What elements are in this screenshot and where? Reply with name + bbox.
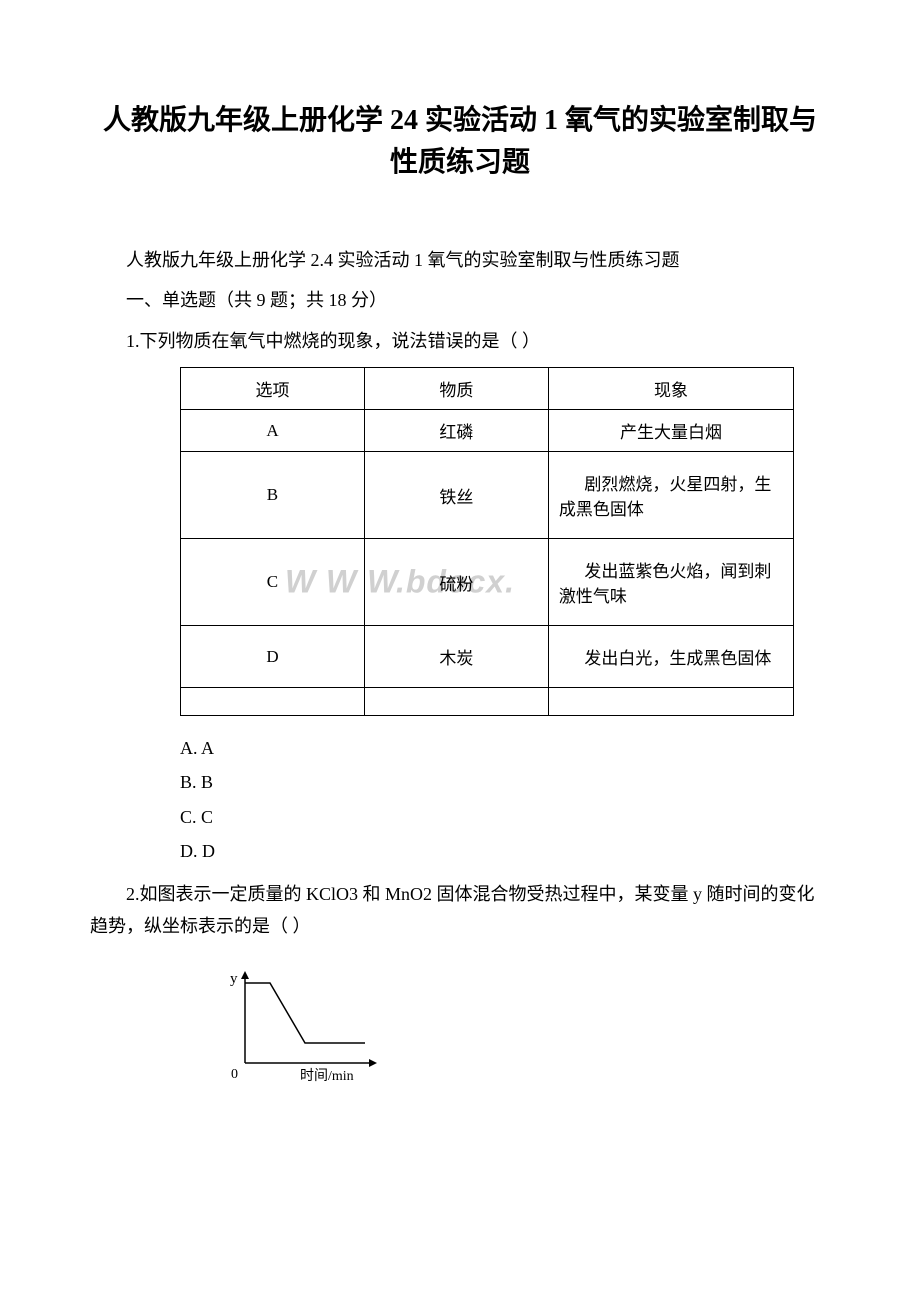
table-cell: 铁丝 bbox=[364, 452, 548, 539]
table-cell bbox=[181, 688, 365, 716]
svg-text:时间/min: 时间/min bbox=[300, 1068, 354, 1083]
q1-options: A. A B. B C. C D. D bbox=[180, 731, 830, 868]
table-cell: 产生大量白烟 bbox=[548, 410, 793, 452]
option-a: A. A bbox=[180, 731, 830, 765]
table-header-row: 选项 物质 现象 bbox=[181, 368, 794, 410]
line-chart: y 0 时间/min bbox=[215, 953, 390, 1083]
table-cell: D bbox=[181, 626, 365, 688]
table-header-option: 选项 bbox=[181, 368, 365, 410]
table-cell: C bbox=[181, 539, 365, 626]
table-empty-row bbox=[181, 688, 794, 716]
svg-text:0: 0 bbox=[231, 1067, 238, 1082]
table-cell: B bbox=[181, 452, 365, 539]
table-row: D 木炭 发出白光，生成黑色固体 bbox=[181, 626, 794, 688]
table-cell: A bbox=[181, 410, 365, 452]
q2-text: 2.如图表示一定质量的 KClO3 和 MnO2 固体混合物受热过程中，某变量 … bbox=[90, 878, 830, 943]
table-cell bbox=[364, 688, 548, 716]
intro-text: 人教版九年级上册化学 2.4 实验活动 1 氧气的实验室制取与性质练习题 bbox=[90, 244, 830, 276]
table-cell: 发出蓝紫色火焰，闻到刺激性气味 bbox=[548, 539, 793, 626]
option-d: D. D bbox=[180, 834, 830, 868]
q2-graph: y 0 时间/min bbox=[215, 953, 830, 1088]
table-cell bbox=[548, 688, 793, 716]
table-cell: W W W.bdocx. 硫粉 bbox=[364, 539, 548, 626]
section-header: 一、单选题（共 9 题；共 18 分） bbox=[90, 284, 830, 316]
table-cell: 发出白光，生成黑色固体 bbox=[548, 626, 793, 688]
q1-text: 1.下列物质在氧气中燃烧的现象，说法错误的是（ ） bbox=[90, 325, 830, 357]
table-row: A 红磷 产生大量白烟 bbox=[181, 410, 794, 452]
table-cell: 红磷 bbox=[364, 410, 548, 452]
q1-table: 选项 物质 现象 A 红磷 产生大量白烟 B 铁丝 剧烈燃烧，火星四射，生成黑色… bbox=[180, 367, 794, 716]
option-b: B. B bbox=[180, 765, 830, 799]
table-header-substance: 物质 bbox=[364, 368, 548, 410]
option-c: C. C bbox=[180, 800, 830, 834]
table-row: B 铁丝 剧烈燃烧，火星四射，生成黑色固体 bbox=[181, 452, 794, 539]
table-cell: 剧烈燃烧，火星四射，生成黑色固体 bbox=[548, 452, 793, 539]
page-title: 人教版九年级上册化学 24 实验活动 1 氧气的实验室制取与性质练习题 bbox=[90, 100, 830, 184]
table-cell: 木炭 bbox=[364, 626, 548, 688]
svg-text:y: y bbox=[230, 971, 238, 987]
table-header-phenomenon: 现象 bbox=[548, 368, 793, 410]
table-row: C W W W.bdocx. 硫粉 发出蓝紫色火焰，闻到刺激性气味 bbox=[181, 539, 794, 626]
